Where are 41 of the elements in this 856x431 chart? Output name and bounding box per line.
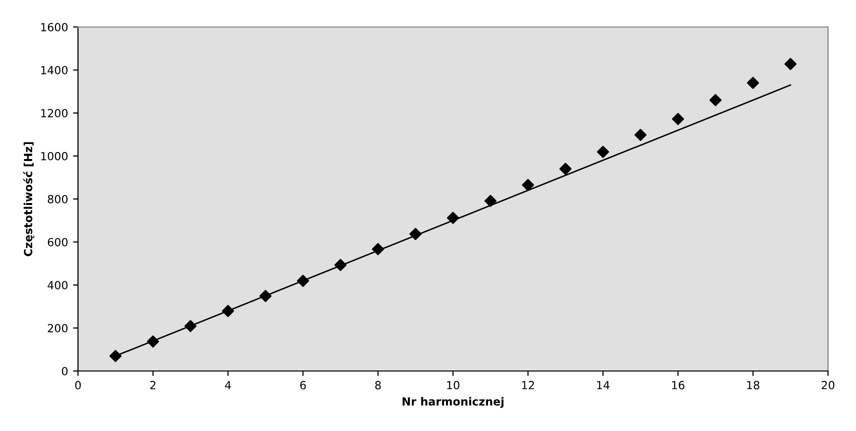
point [446,212,460,224]
point [259,290,272,302]
point [222,304,234,318]
y-tick-label: 1400 [41,66,68,74]
point [709,94,722,106]
y-tick-label: 200 [48,324,68,332]
point [109,350,122,362]
point [334,258,347,272]
point [634,128,647,142]
y-tick-label: 1600 [41,22,68,32]
x-tick-label: 8 [375,380,381,390]
x-tick-label: 6 [300,380,306,390]
point [409,228,422,240]
point [184,320,197,332]
y-tick-label: 1200 [41,108,68,118]
x-tick-label: 0 [75,380,81,390]
x-tick-label: 4 [225,381,231,390]
y-tick-label: 1000 [41,152,68,160]
point [784,58,797,70]
point [146,335,160,348]
point [296,274,310,287]
x-tick-label: 18 [747,380,760,390]
y-tick-label: 600 [48,238,68,246]
x-tick-label: 10 [447,380,460,390]
x-tick-label: 20 [822,380,834,390]
y-tick-label: 800 [48,194,68,204]
point [484,194,497,208]
point [372,243,384,256]
point [559,162,572,175]
point [522,178,534,192]
point [596,146,610,158]
x-tick-label: 14 [597,381,610,390]
x-tick-label: 16 [672,380,684,390]
y-tick-label: 0 [62,366,68,376]
x-tick-label: 2 [150,380,156,390]
y-axis-title: Częstotliwość [Hz] [23,142,34,256]
point [672,112,684,126]
x-axis-title: Nr harmonicznej [402,397,504,408]
y-tick-label: 400 [48,280,68,290]
x-tick-label: 12 [522,380,534,390]
point [746,76,760,89]
